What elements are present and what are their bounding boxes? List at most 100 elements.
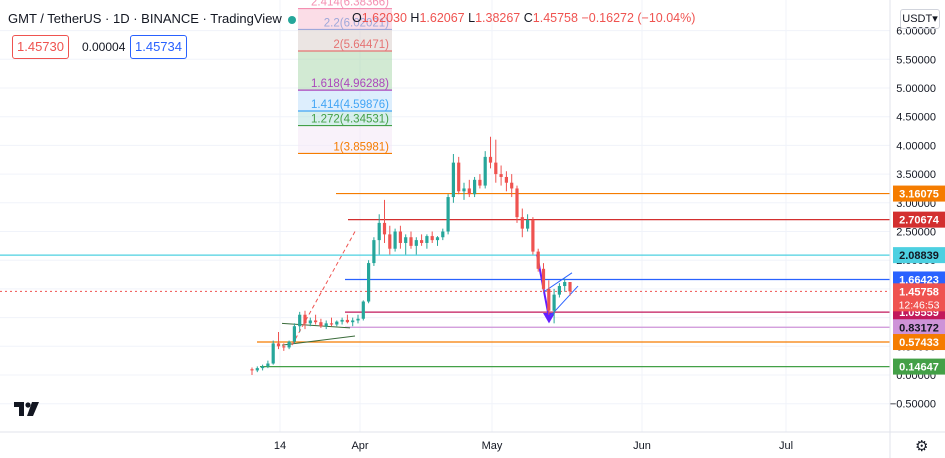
candle-body [340,319,344,322]
candle-body [420,240,424,243]
price-label-tag [893,247,945,264]
candle-body [319,322,323,327]
fib-level-label: 1.272(4.34531) [311,114,389,126]
buy-price-button[interactable]: 1.45734 [130,35,187,59]
open-label: O [352,11,362,25]
candle-body [414,240,418,246]
candle-body [303,314,307,324]
price-label-tag [893,319,945,336]
time-axis[interactable]: 14 Apr May Jun Jul [0,431,945,452]
candle-body [298,314,302,327]
candle-body [324,323,328,327]
level-price-labels: 3.160752.706742.088391.664231.095590.831… [893,185,945,375]
candle-body [563,282,567,287]
candle-body [499,174,503,177]
candlestick-series [250,136,572,375]
candle-body [393,231,397,249]
candle-body [377,222,381,241]
fib-band [298,29,392,51]
price-axis[interactable]: −0.500000.000000.500001.000001.500002.00… [889,0,936,458]
candle-body [441,231,445,238]
candle-body [504,176,508,183]
candle-body [462,188,466,192]
price-label-text: 0.14647 [899,362,939,374]
grid-lines [0,0,890,432]
candle-body [488,156,493,163]
candle-body [276,343,281,347]
fib-level-label: 2(5.64471) [333,39,389,51]
candle-body [292,326,296,342]
candle-body [356,318,360,321]
symbol-text[interactable]: GMT / TetherUS · 1D · BINANCE · TradingV… [8,11,282,26]
candle-body [536,251,540,269]
price-label-tag [893,185,945,202]
price-tick-label: −0.50000 [890,399,936,411]
candle-body [531,220,535,252]
sell-price-button[interactable]: 1.45730 [12,35,69,59]
candle-body [451,162,455,198]
ohlc-legend: O1.62030 H1.62067 L1.38267 C1.45758 −0.1… [352,11,695,25]
price-label-text: 0.83172 [899,322,939,334]
candle-body [541,268,546,289]
fib-band [298,111,392,126]
close-value: 1.45758 [532,11,578,25]
candle-body [261,366,265,369]
candle-body [568,282,572,292]
candle-body [494,162,498,175]
high-value: 1.62067 [419,11,465,25]
candle-body [520,217,524,229]
price-label-text: 3.16075 [899,189,939,201]
price-label-text: 2.70674 [899,215,940,227]
candle-body [271,343,275,364]
candle-body [255,368,259,371]
price-tick-label: 3.50000 [896,169,936,181]
price-label-tag [893,211,945,228]
candle-body [282,346,286,348]
close-label: C [523,11,533,25]
price-label-tag [893,334,945,351]
symbol-title[interactable]: GMT / TetherUS · 1D · BINANCE · TradingV… [8,11,302,26]
price-label-text: 0.57433 [899,337,939,349]
candle-body [526,220,530,229]
fib-level-label: 2.414(6.38366) [311,0,389,9]
last-price-tag [893,283,945,312]
candle-body [467,188,471,195]
candle-body [483,156,487,186]
currency-selector[interactable]: USDT▾ [900,9,940,29]
price-tick-label: 4.50000 [896,112,936,124]
fib-level-label: 1.414(4.59876) [311,99,389,111]
price-tick-label: 5.50000 [896,54,936,66]
low-value: 1.38267 [475,11,521,25]
low-label: L [468,11,476,25]
open-value: 1.62030 [361,11,407,25]
arrow-down-icon [543,313,555,324]
price-label-tag [893,358,945,375]
candle-body [425,236,429,243]
tradingview-logo-icon[interactable] [12,398,42,420]
spread-value: 0.00004 [82,40,126,54]
candle-body [557,286,561,295]
candle-body [446,197,450,232]
high-label: H [410,11,420,25]
candle-body [361,301,365,319]
settings-gear-icon[interactable]: ⚙ [915,438,929,455]
candle-body [287,341,291,348]
candle-body [372,240,376,264]
last-price-value: 1.45758 [899,286,939,298]
time-tick-label: 14 [274,440,286,452]
market-status-icon [287,15,296,24]
candle-body [308,320,312,324]
candle-body [430,236,434,241]
candle-body [398,231,402,243]
candle-body [335,321,339,325]
time-tick-label: Jul [779,440,793,452]
candle-body [409,237,413,246]
change-value: −0.16272 (−10.04%) [581,11,696,25]
candle-body [351,320,355,323]
fib-level-label: 1(3.85981) [333,141,389,153]
candle-body [388,234,392,249]
flag-lower-line [549,285,579,317]
fib-band [298,125,392,154]
fib-band [298,90,392,112]
